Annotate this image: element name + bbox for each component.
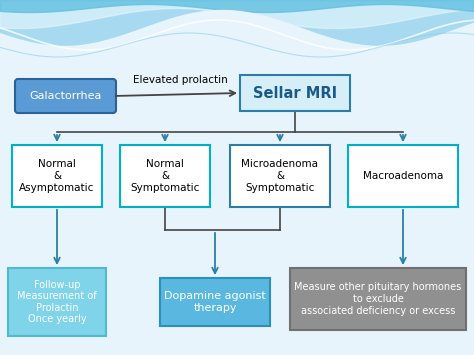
FancyBboxPatch shape [160, 278, 270, 326]
FancyBboxPatch shape [8, 268, 106, 336]
Text: Macroadenoma: Macroadenoma [363, 171, 443, 181]
FancyBboxPatch shape [12, 145, 102, 207]
FancyBboxPatch shape [15, 79, 116, 113]
Text: Microadenoma
&
Symptomatic: Microadenoma & Symptomatic [241, 159, 319, 193]
Text: Sellar MRI: Sellar MRI [253, 86, 337, 100]
Text: Elevated prolactin: Elevated prolactin [133, 75, 228, 85]
FancyBboxPatch shape [290, 268, 466, 330]
Text: Galactorrhea: Galactorrhea [29, 91, 102, 101]
Text: Normal
&
Symptomatic: Normal & Symptomatic [130, 159, 200, 193]
Text: Follow-up
Measurement of
Prolactin
Once yearly: Follow-up Measurement of Prolactin Once … [17, 280, 97, 324]
FancyBboxPatch shape [120, 145, 210, 207]
FancyBboxPatch shape [240, 75, 350, 111]
Text: Dopamine agonist
therapy: Dopamine agonist therapy [164, 291, 266, 313]
FancyBboxPatch shape [230, 145, 330, 207]
FancyBboxPatch shape [348, 145, 458, 207]
Text: Normal
&
Asymptomatic: Normal & Asymptomatic [19, 159, 95, 193]
Text: Measure other pituitary hormones
to exclude
associated deficiency or excess: Measure other pituitary hormones to excl… [294, 282, 462, 316]
